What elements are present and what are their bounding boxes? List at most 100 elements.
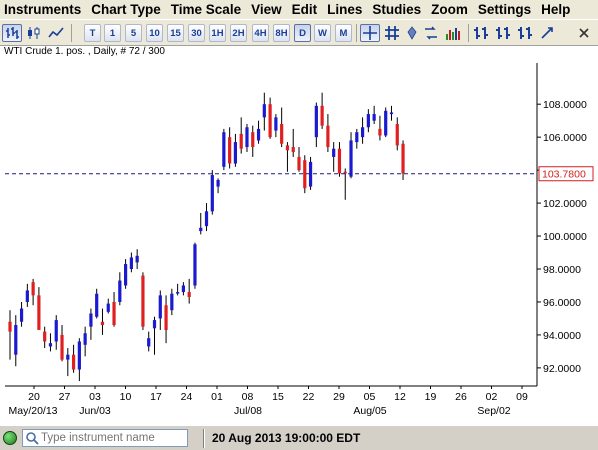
candle-down [43, 331, 47, 342]
candle-down [303, 160, 307, 189]
candle-up [66, 354, 70, 360]
menu-view[interactable]: View [251, 2, 282, 17]
candle-up [210, 175, 214, 212]
candle-up [216, 180, 220, 187]
candle-up [256, 128, 261, 141]
candle-up [308, 161, 313, 187]
menu-chart-type[interactable]: Chart Type [91, 2, 161, 17]
candle-up [262, 104, 266, 118]
bar-style-2-icon[interactable] [493, 24, 513, 42]
candle-down [8, 321, 12, 332]
timeframe-10-button[interactable]: 10 [146, 24, 163, 42]
chart-title: WTI Crude 1. pos. , Daily, # 72 / 300 [4, 46, 165, 57]
candle-down [378, 128, 382, 136]
timeframe-t-button[interactable]: T [84, 24, 101, 42]
candle-up [54, 320, 58, 342]
candle-up [314, 105, 318, 138]
candle-down [37, 295, 41, 330]
status-datetime: 20 Aug 2013 19:00:00 EDT [212, 431, 361, 445]
x-tick-label: 15 [272, 391, 284, 403]
x-tick-label: 29 [333, 391, 345, 403]
menu-lines[interactable]: Lines [327, 2, 363, 17]
x-tick-label: 24 [181, 391, 193, 403]
candle-up [48, 343, 53, 347]
timeframe-4h-button[interactable]: 4H [252, 24, 269, 42]
timeframe-w-button[interactable]: W [314, 24, 331, 42]
y-tick-label: 96.0000 [543, 297, 581, 309]
timeframe-d-button[interactable]: D [294, 24, 311, 42]
volume-bars-icon[interactable] [443, 24, 465, 42]
candle-up [158, 295, 162, 319]
candle-up [233, 142, 238, 164]
candle-up [372, 114, 376, 121]
candle-up [89, 313, 93, 327]
candle-up [170, 293, 174, 311]
timeframe-2h-button[interactable]: 2H [230, 24, 247, 42]
menu-help[interactable]: Help [541, 2, 571, 17]
candle-up [25, 290, 29, 302]
bar-style-1-icon[interactable] [471, 24, 491, 42]
candle-up [222, 132, 226, 167]
timeframe-5-button[interactable]: 5 [125, 24, 142, 42]
bar-chart-icon[interactable] [2, 24, 22, 42]
candle-down [228, 137, 232, 164]
candle-up [384, 110, 388, 136]
pan-icon[interactable] [538, 24, 556, 42]
candle-down [326, 125, 330, 148]
menu-settings[interactable]: Settings [477, 2, 532, 17]
menu-zoom[interactable]: Zoom [431, 2, 468, 17]
candle-up [274, 117, 278, 131]
candle-down [251, 132, 255, 148]
instrument-search-input[interactable] [41, 432, 181, 444]
x-month-label: Sep/02 [477, 405, 510, 417]
timeframe-1-button[interactable]: 1 [104, 24, 121, 42]
x-tick-label: 08 [242, 391, 254, 403]
compare-icon[interactable] [421, 24, 441, 42]
x-month-label: Aug/05 [353, 405, 386, 417]
candle-down [112, 301, 116, 326]
candle-up [176, 292, 180, 294]
candle-up [135, 255, 139, 263]
candle-down [401, 143, 405, 174]
info-marker-icon[interactable] [404, 24, 420, 42]
bar-style-3-icon[interactable] [515, 24, 535, 42]
price-chart[interactable]: 108.0000106.0000104.0000102.0000100.0000… [0, 46, 598, 425]
candle-down [100, 321, 105, 326]
candle-down [395, 123, 399, 146]
close-icon[interactable] [575, 24, 593, 42]
grid-icon[interactable] [382, 24, 402, 42]
candle-down [31, 282, 35, 296]
chart-area[interactable]: WTI Crude 1. pos. , Daily, # 72 / 300 10… [0, 46, 598, 425]
candle-down [285, 145, 290, 151]
candle-up [199, 227, 203, 232]
x-month-label: May/20/13 [8, 405, 57, 417]
candle-up [389, 112, 394, 115]
timeframe-15-button[interactable]: 15 [167, 24, 184, 42]
line-chart-icon[interactable] [46, 24, 66, 42]
timeframe-m-button[interactable]: M [335, 24, 352, 42]
timeframe-8h-button[interactable]: 8H [273, 24, 290, 42]
menu-studies[interactable]: Studies [372, 2, 422, 17]
crosshair-icon[interactable] [360, 24, 380, 42]
candle-up [19, 308, 24, 322]
candle-up [77, 341, 81, 370]
y-tick-label: 102.0000 [543, 198, 587, 210]
timeframe-30-button[interactable]: 30 [188, 24, 205, 42]
candle-up [106, 303, 110, 312]
candlestick-chart-icon[interactable] [24, 24, 44, 42]
candle-up [83, 333, 87, 345]
candle-up [95, 293, 99, 317]
menu-instruments[interactable]: Instruments [4, 2, 82, 17]
candle-up [14, 325, 18, 355]
menu-time-scale[interactable]: Time Scale [170, 2, 242, 17]
timeframe-1h-button[interactable]: 1H [209, 24, 226, 42]
x-tick-label: 27 [59, 391, 71, 403]
y-tick-label: 98.0000 [543, 264, 581, 276]
candle-down [164, 305, 168, 330]
candle-up [366, 114, 370, 128]
instrument-search[interactable] [22, 429, 188, 447]
candle-down [337, 148, 342, 174]
search-icon [26, 432, 39, 445]
menu-edit[interactable]: Edit [291, 2, 318, 17]
y-tick-label: 94.0000 [543, 330, 581, 342]
